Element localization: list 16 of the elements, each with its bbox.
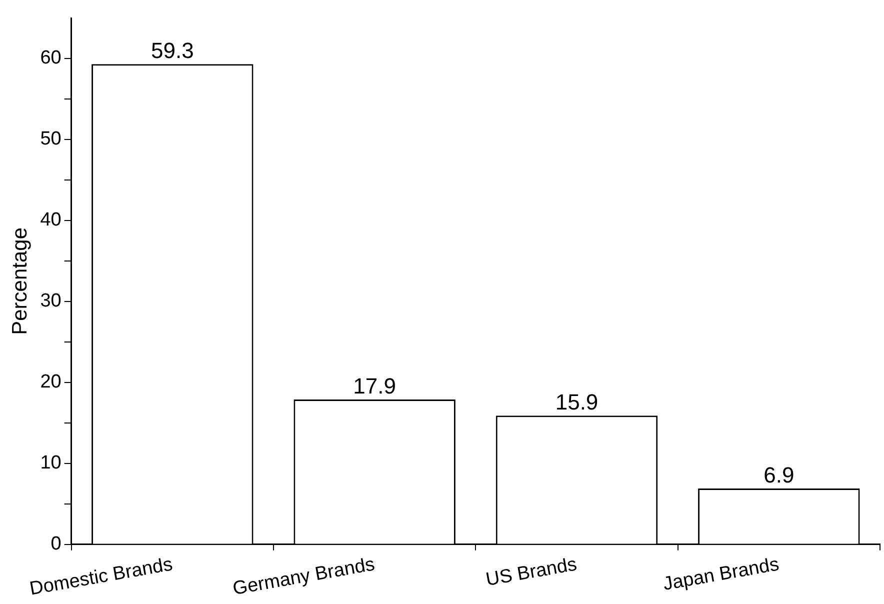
x-tick-label: Japan Brands	[662, 554, 781, 596]
x-tick-label: Domestic Brands	[28, 554, 174, 600]
y-tick-label: 0	[50, 534, 62, 555]
x-tick-label: Germany Brands	[231, 554, 376, 600]
y-tick-label: 30	[40, 290, 62, 312]
y-tick-label: 60	[40, 48, 62, 69]
data-label: 17.9	[353, 374, 396, 399]
data-label: 6.9	[764, 462, 794, 488]
data-label: 15.9	[555, 390, 598, 415]
y-tick-label: 50	[40, 128, 62, 150]
y-tick-label: 20	[40, 372, 62, 393]
data-label: 59.3	[151, 38, 194, 64]
x-tick-label: US Brands	[484, 554, 579, 591]
y-axis-title: Percentage	[8, 228, 32, 335]
y-tick-label: 10	[40, 452, 62, 474]
y-tick-label: 40	[40, 210, 62, 231]
